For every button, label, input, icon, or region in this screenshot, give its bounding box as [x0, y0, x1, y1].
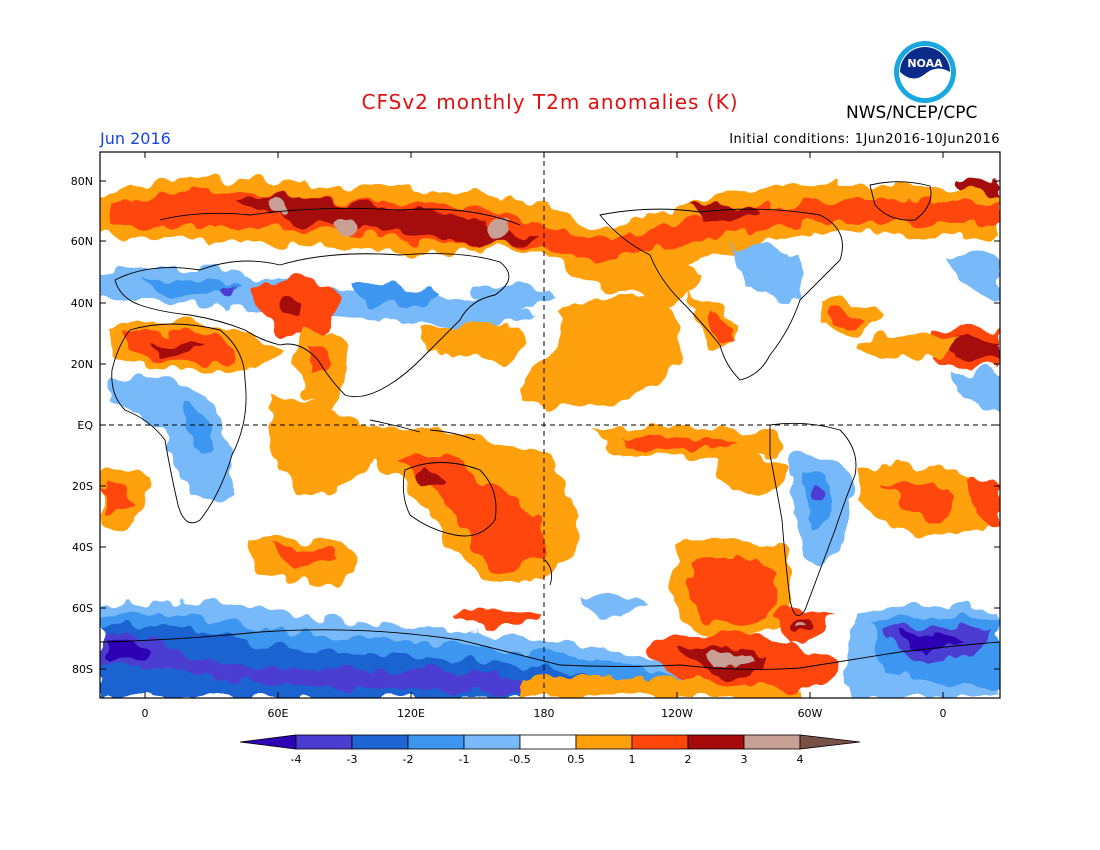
colorbar: -4 -3 -2 -1 -0.5 0.5 1 2 3 4 — [239, 734, 861, 766]
lat-label: 60S — [72, 602, 93, 615]
lon-label: 120E — [397, 707, 425, 720]
colorbar-label: 4 — [797, 753, 804, 766]
month-label: Jun 2016 — [100, 129, 171, 148]
lat-label: 20N — [71, 358, 93, 371]
colorbar-label: -1 — [459, 753, 470, 766]
lat-label: 80S — [72, 663, 93, 676]
map-title: CFSv2 monthly T2m anomalies (K) — [361, 90, 739, 114]
lat-label: 40N — [71, 297, 93, 310]
colorbar-segment — [687, 734, 745, 750]
colorbar-segment — [351, 734, 409, 750]
colorbar-label: -3 — [347, 753, 358, 766]
initial-conditions-label: Initial conditions: 1Jun2016-10Jun2016 — [729, 132, 1000, 147]
colorbar-segment — [519, 734, 577, 750]
lat-label: 80N — [71, 175, 93, 188]
colorbar-label: -4 — [291, 753, 302, 766]
colorbar-segment — [295, 734, 353, 750]
lat-label: EQ — [77, 419, 93, 432]
colorbar-label: -0.5 — [509, 753, 530, 766]
colorbar-label: 1 — [629, 753, 636, 766]
colorbar-segment — [407, 734, 465, 750]
logo-text: NOAA — [907, 57, 943, 70]
lat-label: 40S — [72, 541, 93, 554]
colorbar-label: 0.5 — [567, 753, 585, 766]
agency-label: NWS/NCEP/CPC — [846, 103, 978, 123]
colorbar-segment — [463, 734, 521, 750]
colorbar-label: 2 — [685, 753, 692, 766]
lon-label: 0 — [142, 707, 149, 720]
latitude-axis: 80N 60N 40N 20N EQ 20S 40S 60S 80S — [71, 175, 1000, 676]
colorbar-segment — [743, 734, 801, 750]
anomaly-field — [100, 152, 1000, 698]
lon-label: 60W — [798, 707, 823, 720]
lat-label: 60N — [71, 235, 93, 248]
colorbar-label: -2 — [403, 753, 414, 766]
colorbar-label: 3 — [741, 753, 748, 766]
noaa-logo-icon: NOAA — [894, 41, 956, 103]
lon-label: 180 — [534, 707, 555, 720]
lon-label: 60E — [268, 707, 289, 720]
longitude-axis: 0 60E 120E 180 120W 60W 0 — [142, 152, 947, 720]
lat-label: 20S — [72, 480, 93, 493]
colorbar-segment — [575, 734, 633, 750]
colorbar-arrow-low — [239, 734, 297, 750]
colorbar-arrow-high — [799, 734, 861, 750]
lon-label: 0 — [940, 707, 947, 720]
coastlines — [100, 181, 1000, 670]
colorbar-segment — [631, 734, 689, 750]
lon-label: 120W — [661, 707, 693, 720]
